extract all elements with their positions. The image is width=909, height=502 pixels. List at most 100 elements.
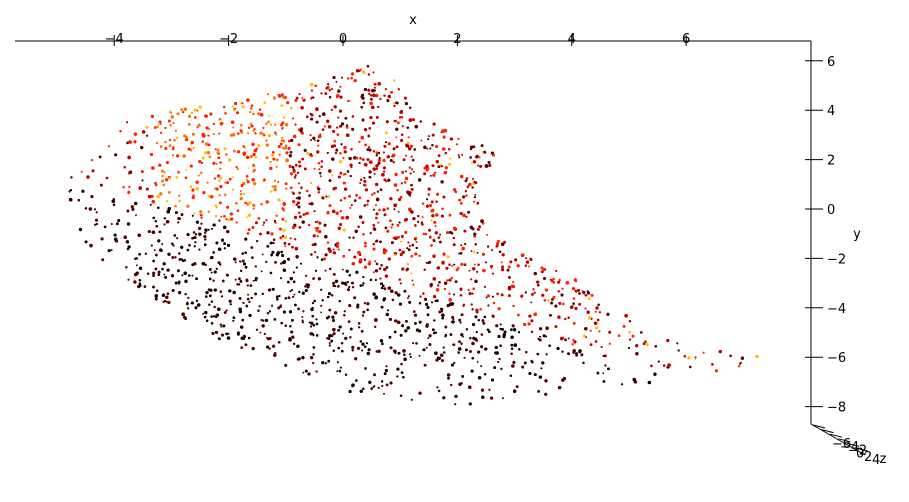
scatter-point bbox=[168, 177, 172, 180]
scatter-point bbox=[460, 262, 464, 266]
scatter-point bbox=[425, 302, 429, 306]
scatter-point bbox=[527, 322, 531, 326]
scatter-point bbox=[150, 153, 153, 156]
scatter-point bbox=[182, 154, 186, 158]
scatter-point bbox=[572, 349, 576, 353]
scatter-point bbox=[308, 321, 311, 324]
scatter-point bbox=[171, 242, 174, 245]
scatter-point bbox=[327, 195, 331, 198]
scatter-point bbox=[191, 188, 195, 192]
scatter-point bbox=[443, 170, 448, 175]
scatter-point bbox=[567, 316, 570, 319]
scatter-point bbox=[260, 203, 263, 206]
scatter-point bbox=[157, 206, 160, 209]
scatter-point bbox=[336, 241, 340, 245]
scatter-point bbox=[427, 138, 430, 141]
scatter-point bbox=[243, 193, 246, 195]
scatter-point bbox=[654, 345, 658, 348]
scatter-point bbox=[446, 255, 450, 259]
scatter-point bbox=[283, 235, 288, 239]
scatter-point bbox=[401, 250, 405, 254]
scatter-point bbox=[317, 277, 321, 281]
scatter-point bbox=[491, 378, 494, 382]
scatter-point bbox=[380, 380, 384, 383]
scatter-point bbox=[507, 287, 512, 291]
scatter-point bbox=[127, 190, 131, 194]
scatter-point bbox=[198, 248, 201, 251]
scatter-point bbox=[145, 187, 149, 191]
scatter-point bbox=[326, 151, 329, 154]
scatter-point bbox=[431, 328, 435, 332]
scatter-point bbox=[702, 351, 705, 354]
scatter-point bbox=[433, 319, 436, 322]
scatter-point bbox=[351, 281, 354, 285]
scatter-point bbox=[295, 266, 298, 269]
scatter-point bbox=[557, 290, 560, 293]
scatter-point bbox=[274, 179, 277, 182]
scatter-point bbox=[234, 261, 237, 264]
scatter-point bbox=[694, 356, 697, 359]
scatter-point bbox=[225, 332, 229, 336]
scatter-point bbox=[428, 135, 430, 138]
scatter-point bbox=[229, 303, 232, 306]
scatter-point bbox=[543, 299, 546, 302]
scatter-point bbox=[372, 271, 375, 274]
scatter-point bbox=[400, 182, 404, 185]
scatter-point bbox=[269, 166, 273, 170]
scatter-point bbox=[363, 241, 367, 245]
scatter-point bbox=[88, 207, 93, 211]
scatter-point bbox=[262, 126, 265, 129]
scatter-point bbox=[95, 211, 98, 214]
scatter-point bbox=[472, 145, 476, 149]
scatter-point bbox=[84, 240, 88, 244]
scatter-point bbox=[540, 367, 543, 370]
scatter-point bbox=[508, 294, 511, 297]
scatter-point bbox=[253, 127, 256, 131]
scatter-point bbox=[530, 360, 534, 364]
scatter-point bbox=[523, 323, 527, 326]
scatter-point bbox=[564, 317, 567, 321]
scatter-point bbox=[271, 304, 274, 307]
scatter-point bbox=[311, 306, 314, 310]
scatter-point bbox=[462, 335, 465, 338]
scatter-point bbox=[492, 301, 496, 305]
scatter-point bbox=[357, 225, 360, 229]
scatter-point bbox=[284, 324, 288, 327]
scatter-point bbox=[542, 334, 546, 338]
scatter-point bbox=[460, 382, 463, 385]
scatter-point bbox=[246, 98, 250, 102]
scatter-point bbox=[331, 157, 335, 161]
scatter-point bbox=[207, 228, 210, 231]
scatter-point bbox=[298, 182, 300, 185]
scatter-point bbox=[396, 101, 399, 105]
scatter-point bbox=[244, 201, 247, 205]
scatter-point bbox=[147, 272, 150, 275]
scatter-point bbox=[312, 334, 315, 337]
scatter-point bbox=[339, 109, 342, 113]
scatter-point bbox=[471, 341, 475, 346]
scatter-point bbox=[480, 365, 483, 368]
scatter-point bbox=[167, 191, 171, 194]
scatter-point bbox=[166, 292, 170, 295]
scatter-point bbox=[236, 209, 240, 212]
scatter-point bbox=[241, 105, 245, 109]
scatter-point bbox=[533, 271, 537, 276]
scatter-point bbox=[164, 126, 167, 129]
scatter-point bbox=[575, 352, 578, 355]
scatter-point bbox=[399, 394, 403, 398]
scatter-point bbox=[653, 372, 657, 376]
scatter-point bbox=[228, 299, 232, 303]
scatter-point bbox=[276, 295, 279, 298]
scatter-point bbox=[414, 252, 418, 256]
scatter-point bbox=[312, 346, 316, 349]
scatter-point bbox=[267, 134, 271, 138]
scatter-point bbox=[181, 312, 185, 316]
scatter-point bbox=[152, 285, 155, 289]
scatter-point bbox=[464, 179, 468, 183]
scatter-point bbox=[440, 214, 444, 218]
scatter-point bbox=[294, 99, 298, 102]
scatter-point bbox=[339, 85, 342, 88]
scatter-point bbox=[339, 223, 342, 226]
scatter-point bbox=[301, 356, 305, 360]
scatter-point bbox=[153, 249, 156, 252]
